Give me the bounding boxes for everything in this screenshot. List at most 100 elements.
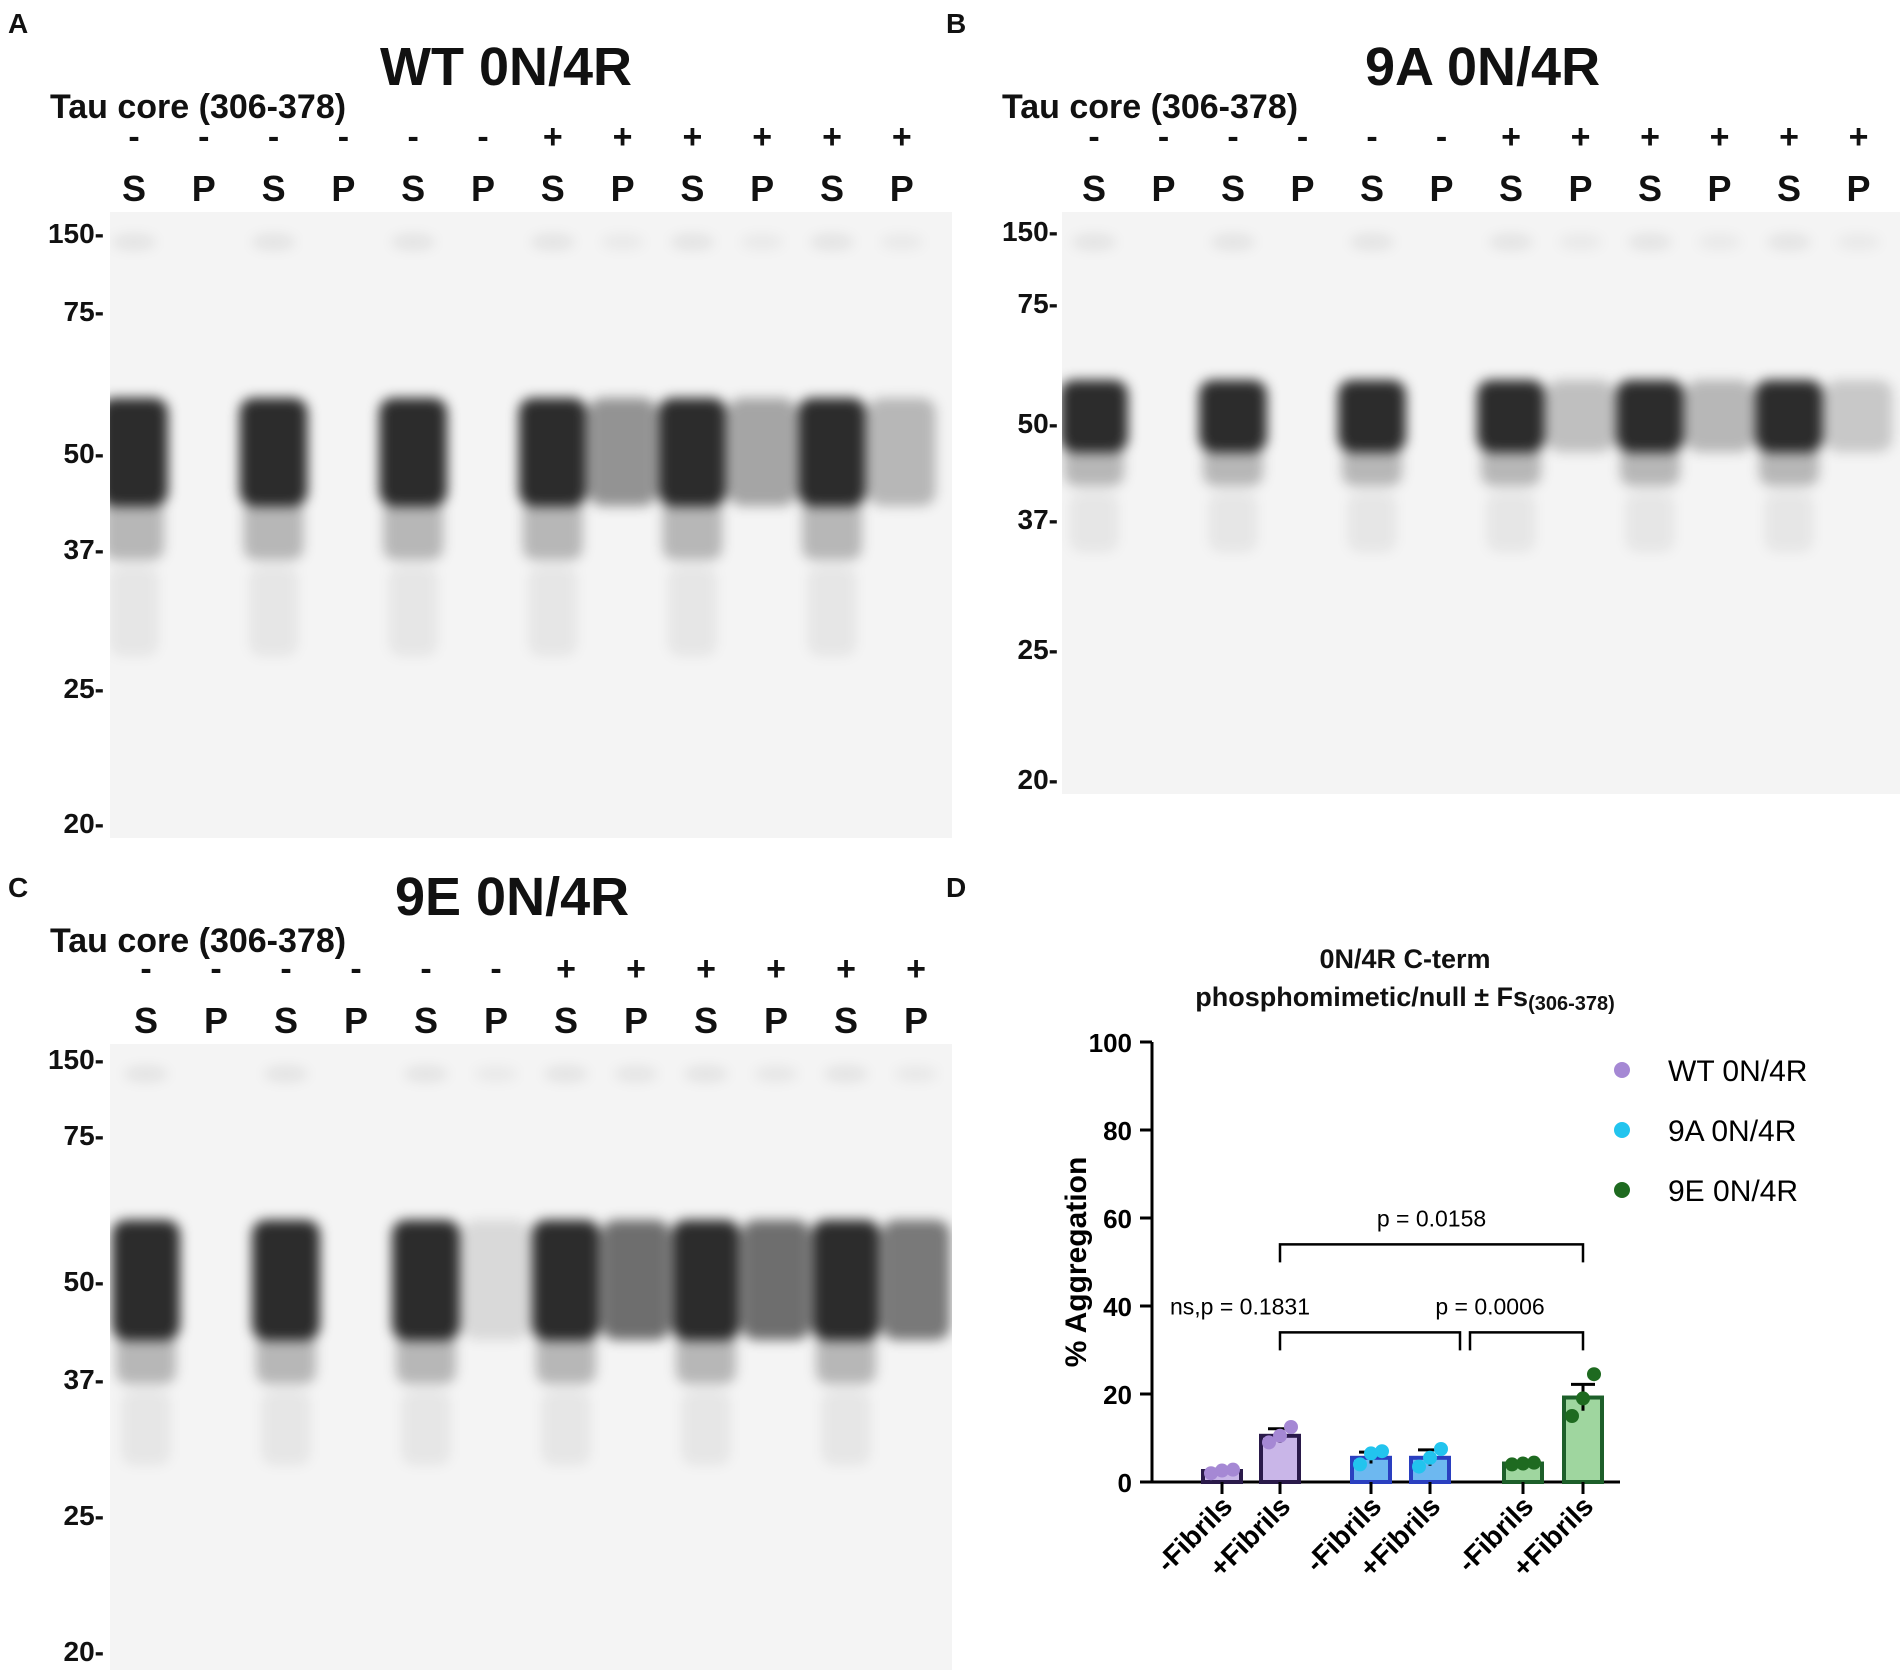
band-supernatant: [252, 1220, 320, 1340]
band-tail: [668, 566, 717, 656]
band-tail: [122, 1390, 170, 1465]
y-axis-label: % Aggregation: [1060, 1157, 1093, 1368]
hmw-smudge: [684, 1066, 728, 1082]
band-smear: [1203, 446, 1263, 486]
hmw-smudge: [754, 1066, 798, 1082]
data-point: [1516, 1456, 1530, 1471]
band-pellet: [588, 398, 657, 506]
band-supernatant: [1755, 380, 1823, 452]
y-tick-label: 100: [1089, 1028, 1132, 1058]
legend-marker: [1614, 1182, 1630, 1198]
y-tick-label: 60: [1103, 1204, 1132, 1234]
band-pellet: [1685, 380, 1754, 452]
lane-label-7: S: [1498, 168, 1523, 209]
lane-label-5: S: [401, 168, 426, 209]
mw-marker-25: 25-: [63, 1500, 104, 1531]
lane-sign-8: +: [626, 950, 646, 988]
band-supernatant: [1338, 380, 1406, 452]
data-point: [1204, 1466, 1218, 1481]
hmw-smudge: [670, 234, 715, 250]
lane-sign-10: +: [766, 950, 786, 988]
lane-label-2: P: [191, 168, 216, 209]
lane-sign-4: -: [1296, 118, 1309, 156]
data-point: [1412, 1459, 1426, 1474]
lane-sign-6: -: [477, 118, 489, 156]
hmw-smudge: [1697, 234, 1742, 250]
hmw-smudge: [264, 1066, 308, 1082]
mw-marker-150: 150-: [47, 1044, 104, 1075]
lane-sign-4: -: [350, 950, 362, 988]
y-tick-label: 80: [1103, 1116, 1132, 1146]
lane-label-8: P: [610, 168, 635, 209]
mw-marker-50: 50-: [63, 1266, 104, 1297]
band-tail: [389, 566, 438, 656]
data-point: [1215, 1463, 1229, 1478]
lane-label-11: S: [1776, 168, 1801, 209]
lane-sign-7: +: [556, 950, 576, 988]
band-supernatant: [658, 398, 727, 506]
lane-label-1: S: [121, 168, 146, 209]
band-smear: [396, 1334, 456, 1384]
mw-marker-37: 37-: [63, 1364, 104, 1395]
band-smear: [1759, 446, 1819, 486]
data-point: [1226, 1462, 1240, 1477]
lane-label-6: P: [483, 1000, 508, 1041]
lane-label-2: P: [203, 1000, 228, 1041]
lane-sign-1: -: [128, 118, 140, 156]
hmw-smudge: [1628, 234, 1672, 250]
lane-label-2: P: [1151, 168, 1176, 209]
band-smear: [1342, 446, 1402, 486]
band-tail: [682, 1390, 730, 1465]
band-pellet: [882, 1220, 950, 1340]
bracket-wt-vs-9a: ns,p = 0.1831: [1170, 1293, 1462, 1351]
lane-label-12: P: [889, 168, 914, 209]
data-point: [1273, 1428, 1287, 1443]
lane-sign-5: -: [1366, 118, 1378, 156]
lane-label-9: S: [693, 1000, 718, 1041]
band-supernatant: [798, 398, 866, 506]
band-tail: [808, 566, 856, 656]
lane-label-12: P: [903, 1000, 928, 1041]
tau-core-label-a: Tau core (306-378): [50, 88, 347, 126]
y-tick-label: 0: [1118, 1468, 1132, 1498]
hmw-smudge: [1558, 234, 1603, 250]
band-smear: [110, 500, 164, 560]
lane-label-1: S: [1081, 168, 1106, 209]
lane-sign-3: -: [280, 950, 292, 988]
mw-marker-75: 75-: [63, 1120, 104, 1151]
mw-marker-37: 37-: [1017, 504, 1058, 535]
data-point: [1565, 1409, 1579, 1423]
bracket-label: ns,p = 0.1831: [1170, 1293, 1310, 1319]
lane-label-9: S: [680, 168, 705, 209]
band-smear: [816, 1334, 876, 1384]
lane-label-8: P: [623, 1000, 648, 1041]
band-supernatant: [518, 398, 587, 506]
band-tail: [1626, 492, 1674, 552]
band-tail: [822, 1390, 870, 1465]
data-point: [1423, 1450, 1437, 1465]
bracket-line: [1278, 1243, 1585, 1263]
mw-marker-20: 20-: [63, 808, 104, 839]
lane-sign-7: +: [542, 118, 563, 156]
hmw-smudge: [404, 1066, 448, 1082]
y-tick-label: 40: [1103, 1292, 1132, 1322]
lane-label-3: S: [273, 1000, 298, 1041]
lane-sign-2: -: [1157, 118, 1170, 156]
mw-marker-20: 20-: [63, 1636, 104, 1667]
lane-label-10: P: [763, 1000, 788, 1041]
mw-marker-20: 20-: [1017, 764, 1058, 795]
lane-label-4: P: [331, 168, 356, 209]
lane-sign-1: -: [1088, 118, 1100, 156]
band-smear: [116, 1334, 176, 1384]
panel-letter-b: B: [946, 8, 967, 39]
blot-membrane-a: [110, 212, 952, 838]
lane-sign-6: -: [1435, 118, 1448, 156]
lane-label-9: S: [1637, 168, 1662, 209]
bracket-9a-vs-9e: p = 0.0006: [1435, 1293, 1585, 1351]
band-tail: [402, 1390, 450, 1465]
lane-sign-10: +: [752, 118, 773, 156]
band-pellet: [867, 398, 936, 506]
band-smear: [243, 500, 304, 560]
band-supernatant: [532, 1220, 600, 1340]
lane-sign-2: -: [210, 950, 222, 988]
